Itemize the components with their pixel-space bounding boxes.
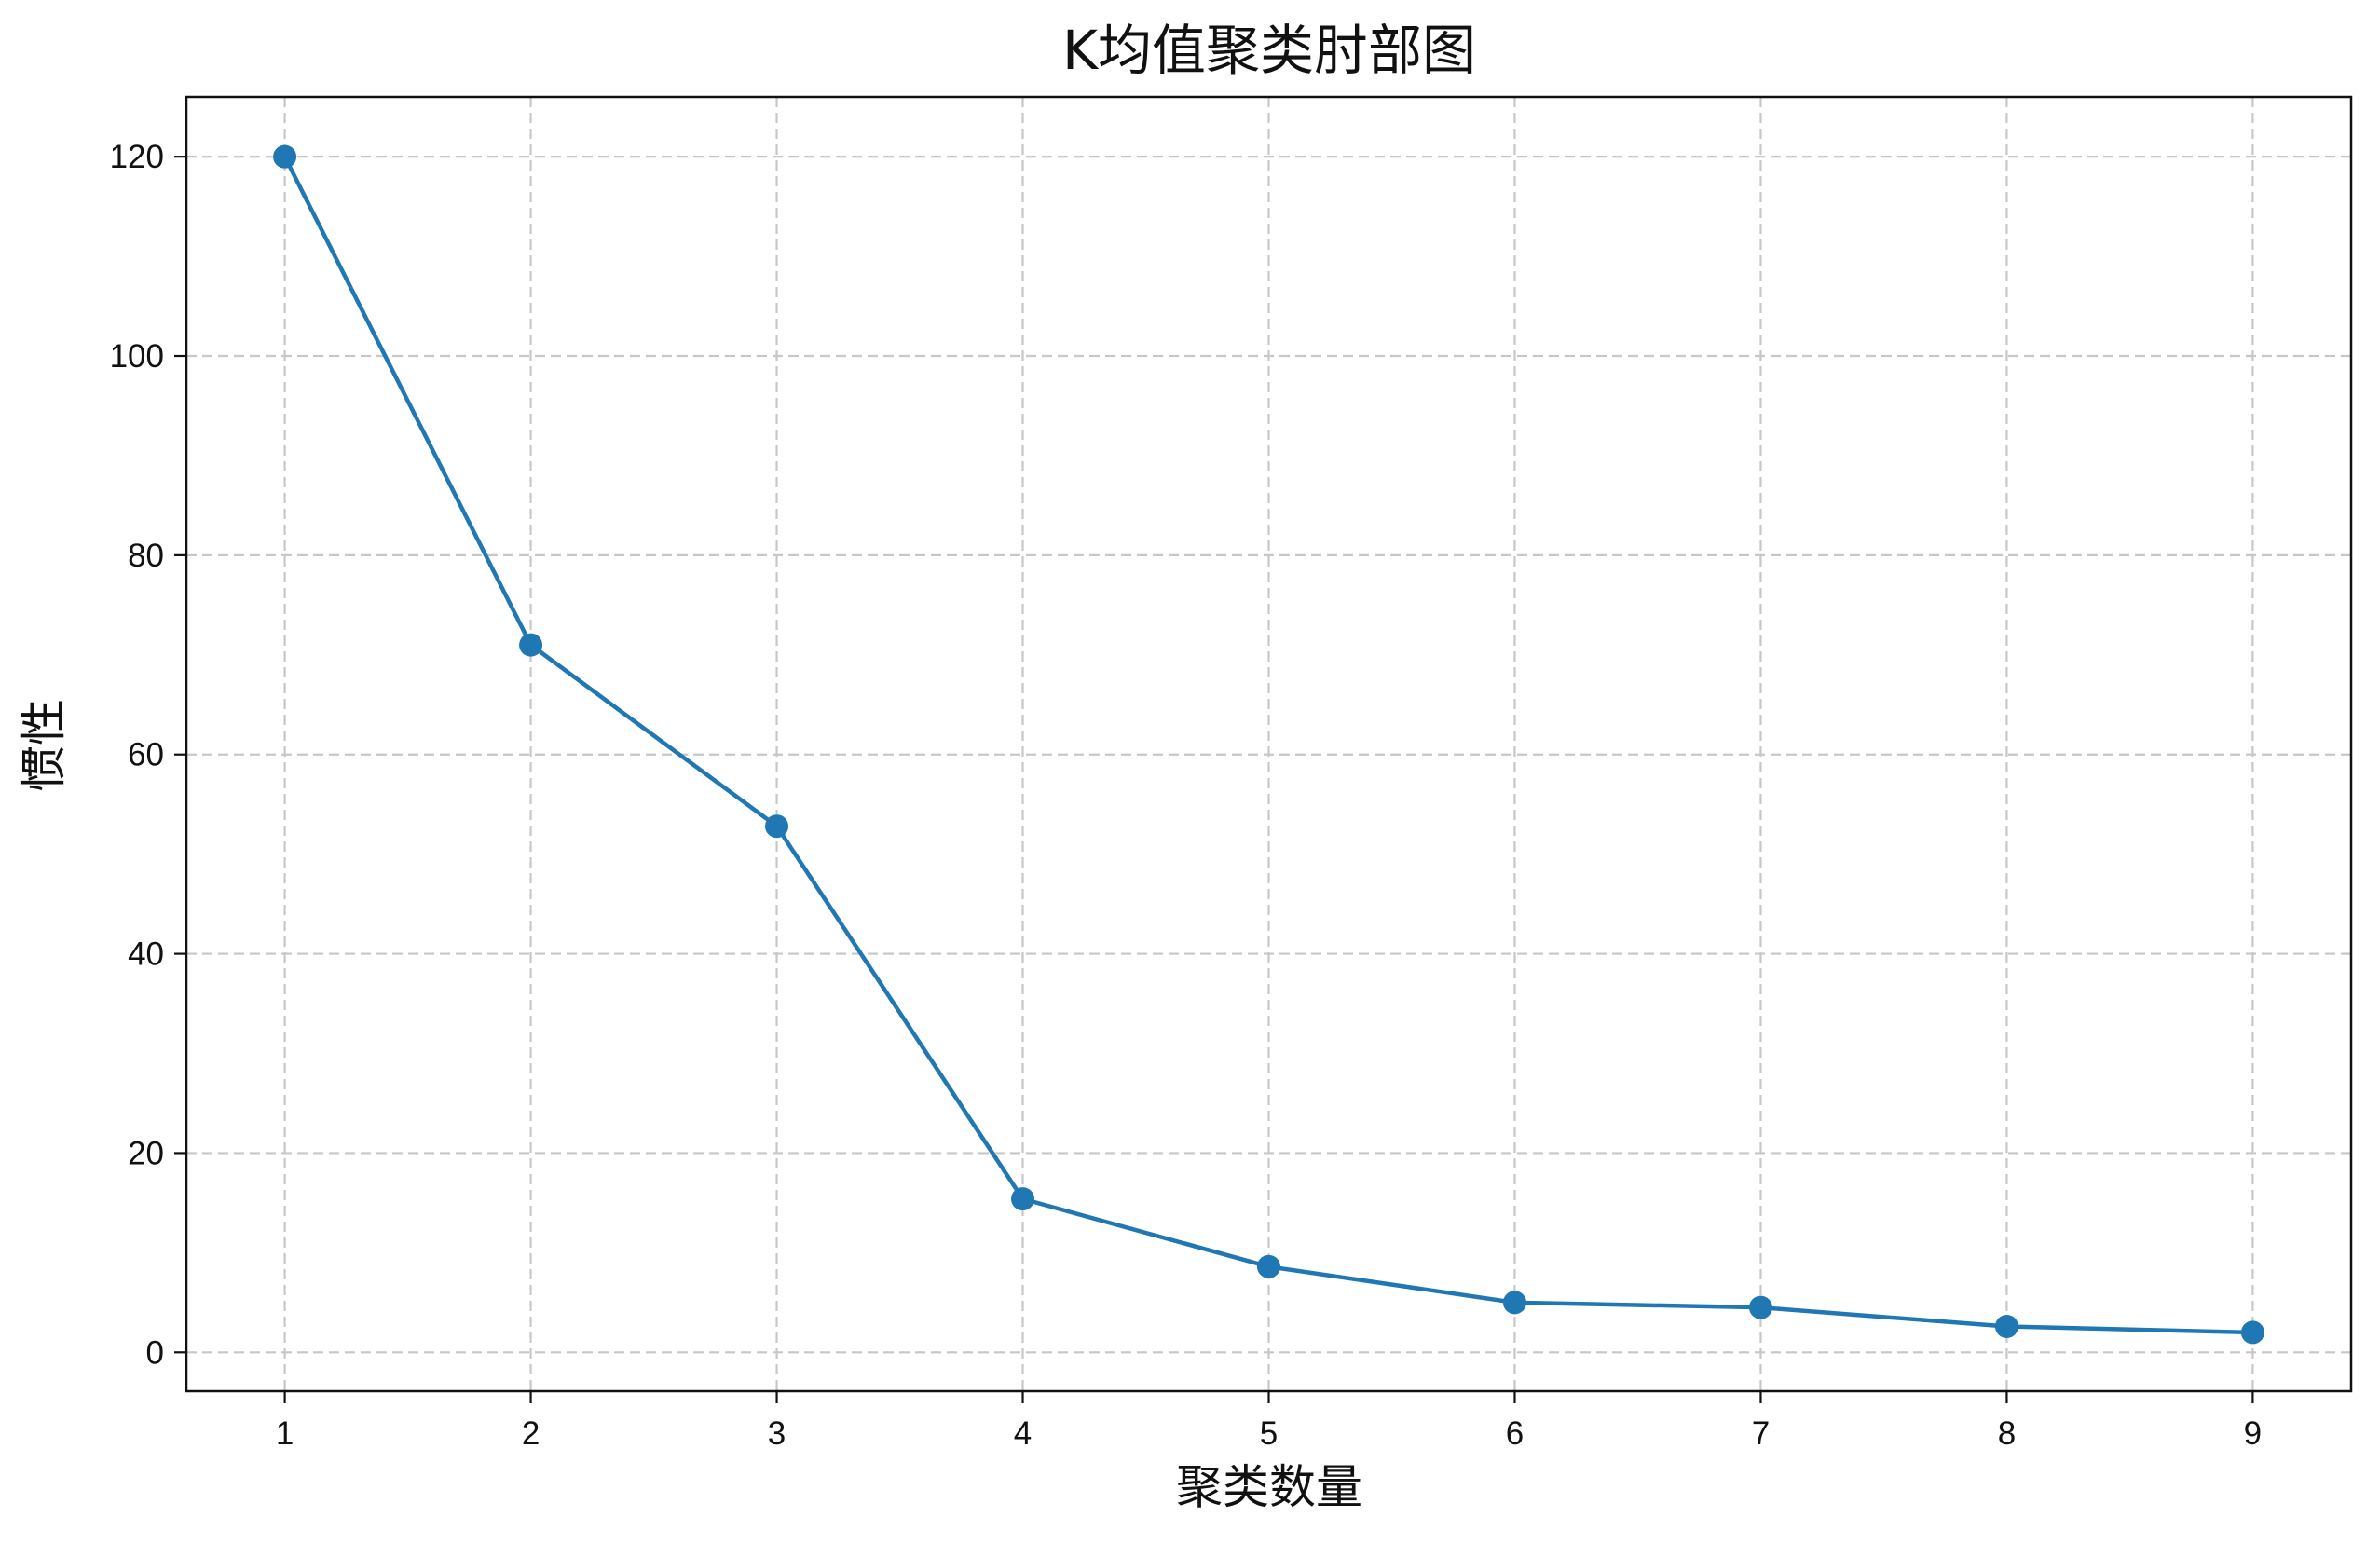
y-axis-ticks: 0 20 40 60 80 100 120 [110,139,186,1371]
chart-title: K均值聚类肘部图 [1062,19,1476,82]
x-axis-label: 聚类数量 [1176,1460,1362,1514]
grid-lines [186,97,2351,1391]
data-point [1257,1254,1280,1278]
x-tick-label: 4 [1014,1415,1032,1452]
data-point [2240,1320,2264,1345]
y-tick-label: 0 [146,1334,164,1371]
y-axis-label: 惯性 [17,699,71,792]
y-tick-label: 40 [128,936,164,973]
data-point [1994,1314,2018,1338]
x-tick-label: 9 [2244,1415,2262,1452]
x-tick-label: 7 [1752,1415,1770,1452]
data-series [273,144,2264,1345]
data-point [1748,1295,1772,1319]
x-tick-label: 8 [1998,1415,2016,1452]
data-point [273,144,297,169]
x-tick-label: 3 [768,1415,786,1452]
data-point [1011,1187,1035,1211]
y-tick-label: 100 [110,338,164,375]
x-tick-label: 6 [1506,1415,1524,1452]
x-tick-label: 5 [1260,1415,1278,1452]
y-tick-label: 60 [128,737,164,773]
data-point [1502,1291,1526,1315]
data-point [765,814,789,839]
y-tick-label: 20 [128,1135,164,1171]
x-axis-ticks: 1 2 3 4 5 6 7 8 9 [276,1391,2262,1452]
x-tick-label: 2 [522,1415,540,1452]
data-point [519,633,543,657]
x-tick-label: 1 [276,1415,294,1452]
y-tick-label: 120 [110,139,164,175]
y-tick-label: 80 [128,538,164,574]
